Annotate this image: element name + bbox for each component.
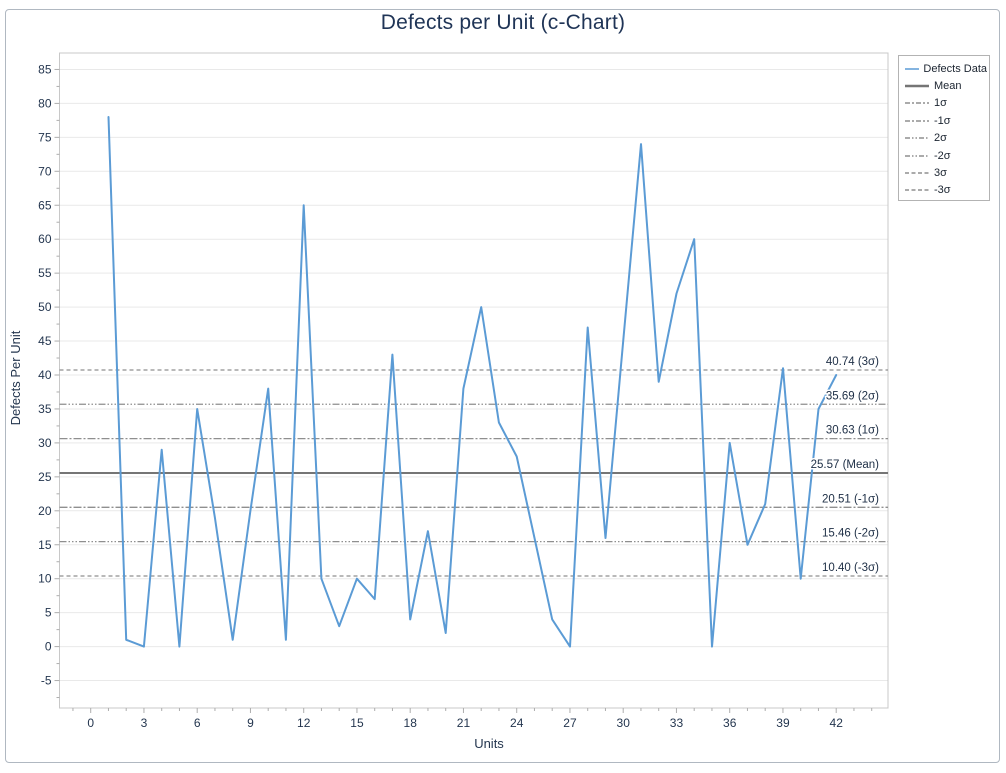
legend-item-label: -3σ (934, 184, 951, 197)
y-axis-title: Defects Per Unit (8, 330, 23, 426)
control-line-label: 10.40 (-3σ) (822, 562, 879, 574)
legend-item--1-: -1σ (904, 113, 987, 128)
x-axis-title: Units (474, 736, 504, 751)
legend-line-glyph (905, 172, 929, 174)
y-tick-label: 60 (38, 232, 52, 246)
legend-item-1-: 1σ (904, 96, 987, 111)
legend-item-label: -2σ (934, 149, 951, 162)
x-tick-label: 27 (563, 716, 577, 730)
legend-line-glyph (905, 84, 929, 88)
y-tick-label: 0 (45, 640, 52, 654)
x-tick-label: 21 (457, 716, 471, 730)
legend: Defects Data Mean 1σ -1σ 2σ -2σ 3σ -3σ (898, 55, 990, 201)
x-tick-label: 42 (830, 716, 844, 730)
y-tick-label: 30 (38, 436, 52, 450)
control-line-label: 25.57 (Mean) (811, 459, 880, 471)
legend-item-label: 2σ (934, 132, 947, 145)
legend-line-glyph (905, 137, 929, 139)
control-line-label: 30.63 (1σ) (826, 425, 879, 437)
x-tick-label: 12 (297, 716, 311, 730)
y-tick-label: 20 (38, 504, 52, 518)
y-tick-label: 80 (38, 96, 52, 110)
y-tick-label: 45 (38, 334, 52, 348)
control-line-labels: 40.74 (3σ) 35.69 (2σ) 30.63 (1σ) 25.57 (Mea… (809, 354, 881, 575)
legend-item-label: 1σ (934, 97, 947, 110)
axis-ticks (54, 68, 873, 713)
x-tick-label: 36 (723, 716, 737, 730)
control-line-label: 15.46 (-2σ) (822, 528, 879, 540)
y-tick-label: -5 (41, 674, 52, 688)
chart-panel (5, 9, 1000, 763)
y-tick-label: 10 (38, 572, 52, 586)
legend-item-label: 3σ (934, 167, 947, 180)
legend-item-label: Defects Data (923, 62, 987, 75)
legend-line-glyph (905, 120, 929, 122)
y-tick-label: 85 (38, 62, 52, 76)
y-tick-label: 70 (38, 164, 52, 178)
legend-item-label: Mean (934, 79, 962, 92)
legend-item-defects-data: Defects Data (904, 61, 987, 76)
legend-line-glyph (905, 154, 929, 157)
plot-border (59, 52, 889, 709)
y-tick-label: 15 (38, 538, 52, 552)
legend-item--3-: -3σ (904, 183, 987, 198)
y-tick-label: 35 (38, 402, 52, 416)
x-tick-label: 6 (194, 716, 201, 730)
x-tick-label: 3 (141, 716, 148, 730)
x-tick-label: 9 (247, 716, 254, 730)
legend-item-mean: Mean (904, 78, 987, 93)
y-gridlines (59, 68, 888, 682)
legend-item--2-: -2σ (904, 148, 987, 163)
legend-item-3-: 3σ (904, 166, 987, 181)
control-lines (59, 369, 888, 577)
x-tick-label: 15 (350, 716, 364, 730)
legend-line-glyph (905, 67, 920, 70)
control-line-label: 20.51 (-1σ) (822, 493, 879, 505)
x-tick-label: 0 (87, 716, 94, 730)
y-tick-label: 75 (38, 130, 52, 144)
y-tick-label: 5 (45, 606, 52, 620)
legend-line-glyph (905, 102, 929, 105)
legend-line-glyph (905, 189, 929, 192)
y-tick-label: 55 (38, 266, 52, 280)
x-tick-label: 18 (404, 716, 418, 730)
x-tick-label: 39 (776, 716, 790, 730)
defects-data-line (107, 116, 838, 648)
y-tick-label: 50 (38, 300, 52, 314)
x-tick-label: 33 (670, 716, 684, 730)
chart-title: Defects per Unit (c-Chart) (380, 11, 626, 34)
x-tick-label: 30 (617, 716, 631, 730)
x-tick-label: 24 (510, 716, 524, 730)
y-tick-label: 40 (38, 368, 52, 382)
control-line-label: 40.74 (3σ) (826, 356, 879, 368)
y-tick-label: 25 (38, 470, 52, 484)
legend-item-2-: 2σ (904, 131, 987, 146)
control-line-label: 35.69 (2σ) (826, 390, 879, 402)
legend-item-label: -1σ (934, 114, 951, 127)
y-tick-label: 65 (38, 198, 52, 212)
